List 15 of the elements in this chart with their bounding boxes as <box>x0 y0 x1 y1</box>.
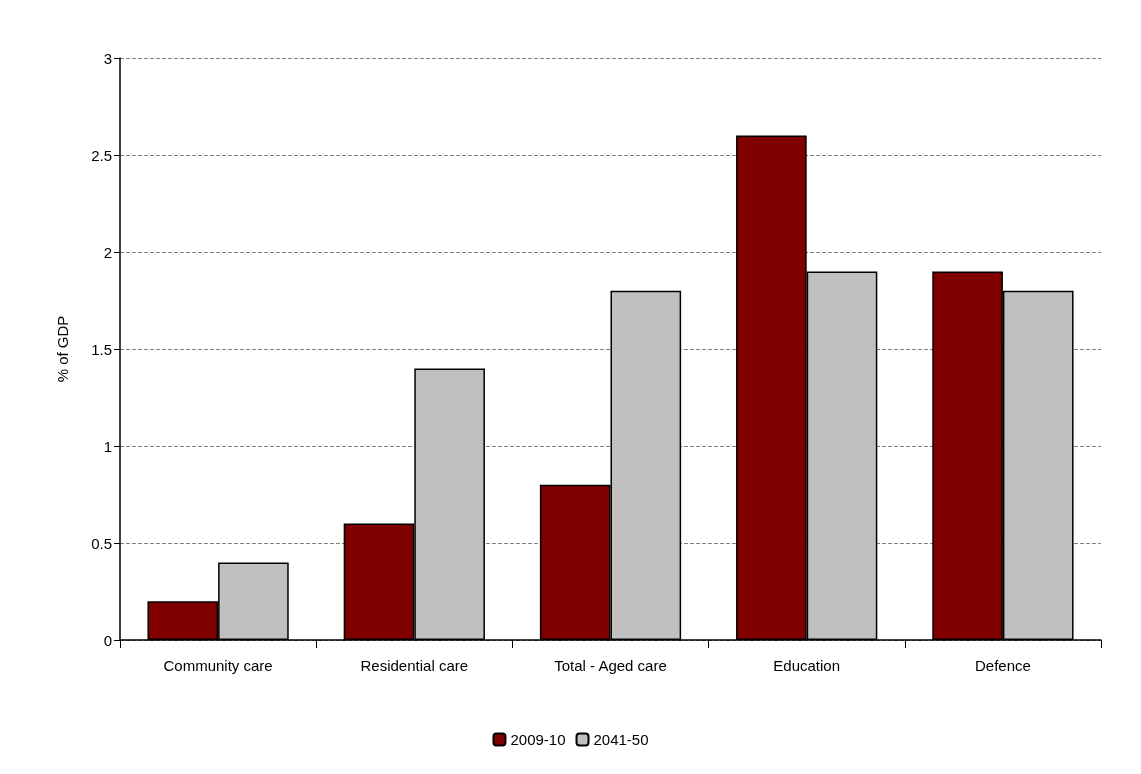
y-tick-label: 2.5 <box>91 146 112 164</box>
legend-label: 2009-10 <box>510 731 566 748</box>
y-axis-title: % of GDP <box>54 315 71 383</box>
y-tick-label: 3 <box>103 49 112 67</box>
x-tick-label: Community care <box>163 657 273 674</box>
y-tick-label: 0.5 <box>91 534 112 552</box>
x-tick-label: Education <box>773 657 841 674</box>
x-tick-label: Defence <box>974 657 1031 674</box>
legend-label: 2041-50 <box>593 731 649 748</box>
y-tick-label: 2 <box>103 243 112 261</box>
y-tick-label: 1.5 <box>91 340 112 358</box>
x-tick-label: Residential care <box>360 657 469 674</box>
y-tick-label: 1 <box>103 437 112 455</box>
y-tick-label: 0 <box>103 631 112 649</box>
x-tick-label: Total - Aged care <box>554 657 667 674</box>
